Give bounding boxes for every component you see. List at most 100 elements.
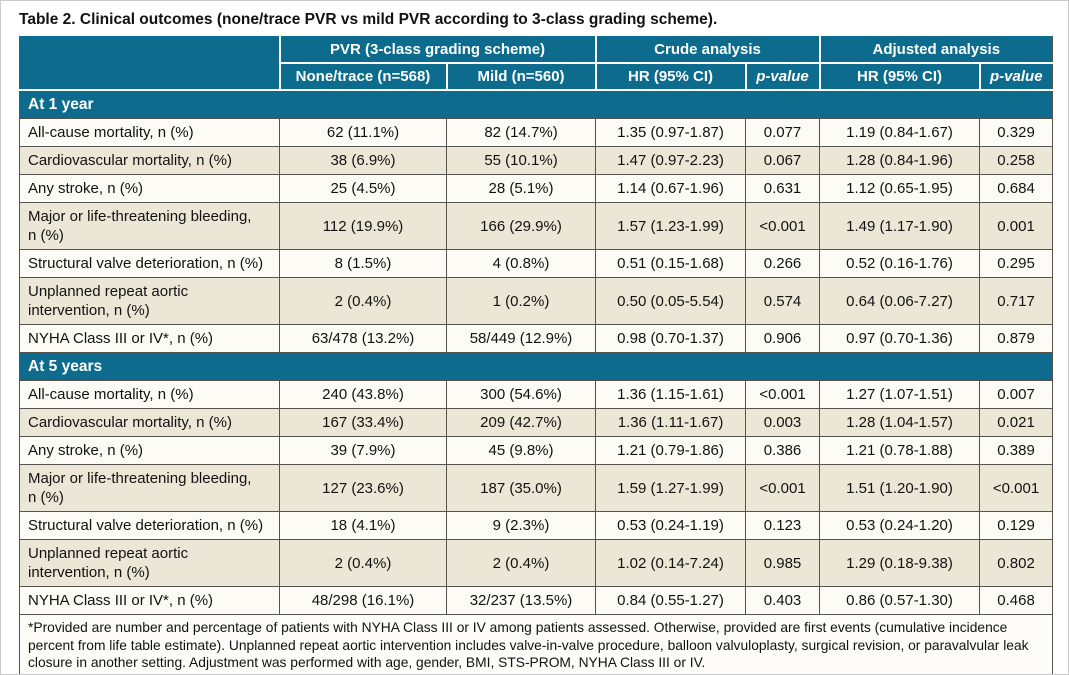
table-title: Table 2. Clinical outcomes (none/trace P… (19, 11, 718, 28)
value-cell: 1 (0.2%) (445, 277, 597, 325)
value-cell: 0.98 (0.70-1.37) (595, 324, 747, 353)
table-row: Any stroke, n (%) 25 (4.5%) 28 (5.1%) 1.14 … (19, 174, 1054, 203)
value-cell: 167 (33.4%) (279, 408, 447, 437)
value-cell: 1.02 (0.14-7.24) (595, 539, 747, 587)
table-header: PVR (3-class grading scheme) Crude analy… (19, 36, 1053, 91)
table-row: Structural valve deterioration, n (%) 18 … (19, 511, 1054, 540)
outcome-label: Major or life-threatening bleeding, n (%… (19, 202, 280, 250)
value-cell: 1.57 (1.23-1.99) (595, 202, 747, 250)
value-cell: 0.295 (979, 249, 1054, 278)
outcome-label: Structural valve deterioration, n (%) (19, 511, 280, 540)
table-row: Cardiovascular mortality, n (%) 38 (6.9%)… (19, 146, 1054, 175)
value-cell: 0.007 (979, 380, 1054, 409)
value-cell: 0.51 (0.15-1.68) (595, 249, 747, 278)
value-cell: 1.28 (0.84-1.96) (819, 146, 981, 175)
value-cell: 38 (6.9%) (279, 146, 447, 175)
value-cell: 1.47 (0.97-2.23) (595, 146, 747, 175)
value-cell: 39 (7.9%) (279, 436, 447, 465)
value-cell: 0.53 (0.24-1.19) (595, 511, 747, 540)
value-cell: 18 (4.1%) (279, 511, 447, 540)
outcome-label: NYHA Class III or IV*, n (%) (19, 324, 280, 353)
value-cell: <0.001 (979, 464, 1054, 512)
table-row: NYHA Class III or IV*, n (%) 48/298 (16.1… (19, 586, 1054, 615)
value-cell: 2 (0.4%) (279, 539, 447, 587)
value-cell: 112 (19.9%) (279, 202, 447, 250)
footnote: *Provided are number and percentage of p… (18, 614, 1054, 674)
outcome-label: NYHA Class III or IV*, n (%) (19, 586, 280, 615)
value-cell: 0.266 (745, 249, 821, 278)
section-header: At 5 years (18, 352, 1054, 381)
value-cell: 0.129 (979, 511, 1054, 540)
value-cell: <0.001 (745, 464, 821, 512)
value-cell: 82 (14.7%) (445, 118, 597, 147)
value-cell: 1.49 (1.17-1.90) (819, 202, 981, 250)
value-cell: 0.86 (0.57-1.30) (819, 586, 981, 615)
value-cell: 0.386 (745, 436, 821, 465)
table-row: Unplanned repeat aortic intervention, n … (19, 277, 1054, 325)
value-cell: 0.329 (979, 118, 1054, 147)
value-cell: 0.84 (0.55-1.27) (595, 586, 747, 615)
value-cell: 9 (2.3%) (445, 511, 597, 540)
subheader-none-trace: None/trace (n=568) (279, 63, 448, 91)
value-cell: 0.97 (0.70-1.36) (819, 324, 981, 353)
value-cell: 0.389 (979, 436, 1054, 465)
value-cell: 1.36 (1.15-1.61) (595, 380, 747, 409)
value-cell: 209 (42.7%) (445, 408, 597, 437)
value-cell: 0.077 (745, 118, 821, 147)
value-cell: 58/449 (12.9%) (445, 324, 597, 353)
value-cell: 0.631 (745, 174, 821, 203)
column-group-crude-analysis: Crude analysis (595, 36, 821, 64)
outcome-label: Major or life-threatening bleeding, n (%… (19, 464, 280, 512)
section-header: At 1 year (18, 89, 1054, 119)
value-cell: 0.717 (979, 277, 1054, 325)
table-row: Major or life-threatening bleeding, n (%… (19, 202, 1054, 250)
value-cell: 1.19 (0.84-1.67) (819, 118, 981, 147)
value-cell: 45 (9.8%) (445, 436, 597, 465)
value-cell: 0.50 (0.05-5.54) (595, 277, 747, 325)
outcome-label: Cardiovascular mortality, n (%) (19, 408, 280, 437)
value-cell: 240 (43.8%) (279, 380, 447, 409)
header-group-row: PVR (3-class grading scheme) Crude analy… (19, 36, 1053, 91)
column-group-adjusted-analysis: Adjusted analysis (819, 36, 1053, 64)
value-cell: 0.985 (745, 539, 821, 587)
outcome-label: Any stroke, n (%) (19, 436, 280, 465)
subheader-crude-hr: HR (95% CI) (595, 63, 747, 91)
value-cell: 63/478 (13.2%) (279, 324, 447, 353)
clinical-outcomes-table: PVR (3-class grading scheme) Crude analy… (18, 36, 1054, 674)
value-cell: 0.003 (745, 408, 821, 437)
value-cell: <0.001 (745, 202, 821, 250)
value-cell: 0.64 (0.06-7.27) (819, 277, 981, 325)
value-cell: 0.53 (0.24-1.20) (819, 511, 981, 540)
table-row: All-cause mortality, n (%) 240 (43.8%) 300… (19, 380, 1054, 409)
value-cell: 48/298 (16.1%) (279, 586, 447, 615)
value-cell: 0.684 (979, 174, 1054, 203)
value-cell: 1.12 (0.65-1.95) (819, 174, 981, 203)
subheader-mild: Mild (n=560) (446, 63, 597, 91)
value-cell: 1.35 (0.97-1.87) (595, 118, 747, 147)
table-row: Any stroke, n (%) 39 (7.9%) 45 (9.8%) 1.21 … (19, 436, 1054, 465)
table-row: All-cause mortality, n (%) 62 (11.1%) 82 (… (19, 118, 1054, 147)
outcome-label: Cardiovascular mortality, n (%) (19, 146, 280, 175)
value-cell: 0.001 (979, 202, 1054, 250)
value-cell: 0.067 (745, 146, 821, 175)
value-cell: 0.403 (745, 586, 821, 615)
value-cell: 62 (11.1%) (279, 118, 447, 147)
value-cell: 55 (10.1%) (445, 146, 597, 175)
value-cell: 0.906 (745, 324, 821, 353)
value-cell: 0.802 (979, 539, 1054, 587)
value-cell: 0.879 (979, 324, 1054, 353)
value-cell: 32/237 (13.5%) (445, 586, 597, 615)
outcome-label: All-cause mortality, n (%) (19, 118, 280, 147)
table-row: Cardiovascular mortality, n (%) 167 (33.4… (19, 408, 1054, 437)
header-sub-row: None/trace (n=568) Mild (n=560) HR (95% … (20, 63, 1053, 91)
outcome-label: All-cause mortality, n (%) (19, 380, 280, 409)
corner-header-cell (19, 36, 281, 91)
value-cell: 1.21 (0.78-1.88) (819, 436, 981, 465)
outcome-label: Unplanned repeat aortic intervention, n … (19, 539, 280, 587)
value-cell: 2 (0.4%) (445, 539, 597, 587)
table-row: Unplanned repeat aortic intervention, n … (19, 539, 1054, 587)
value-cell: 28 (5.1%) (445, 174, 597, 203)
value-cell: 1.59 (1.27-1.99) (595, 464, 747, 512)
value-cell: 0.574 (745, 277, 821, 325)
